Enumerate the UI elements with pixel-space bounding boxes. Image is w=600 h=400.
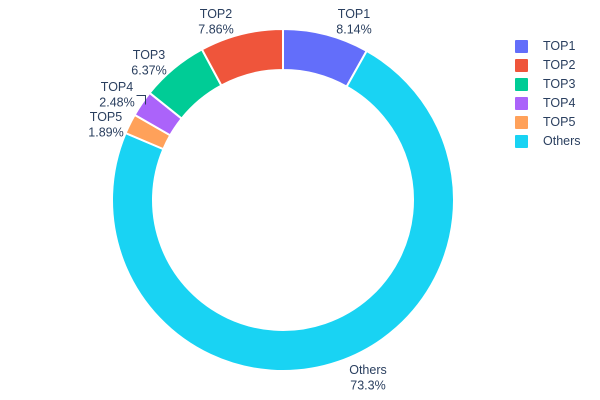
legend-label: TOP4 — [543, 96, 576, 110]
svg-text:TOP4: TOP4 — [101, 80, 133, 94]
legend-label: TOP1 — [543, 39, 576, 53]
legend-item-top5[interactable]: TOP5 — [515, 116, 581, 129]
legend: TOP1 TOP2 TOP3 TOP4 TOP5 Others — [515, 40, 581, 148]
svg-text:TOP2: TOP2 — [200, 7, 232, 21]
slice-label-top3: TOP3 6.37% — [131, 48, 166, 78]
slice-label-top2: TOP2 7.86% — [198, 7, 233, 37]
svg-text:TOP5: TOP5 — [90, 110, 122, 124]
legend-item-top2[interactable]: TOP2 — [515, 59, 581, 72]
legend-swatch-top2 — [515, 59, 528, 72]
legend-swatch-others — [515, 135, 528, 148]
legend-label: TOP2 — [543, 58, 576, 72]
svg-text:73.3%: 73.3% — [350, 379, 385, 393]
legend-item-top1[interactable]: TOP1 — [515, 40, 581, 53]
svg-text:6.37%: 6.37% — [131, 64, 166, 78]
legend-label: Others — [543, 134, 581, 148]
pie-slice-others[interactable] — [111, 49, 455, 372]
svg-text:Others: Others — [349, 363, 387, 377]
slice-label-others: Others 73.3% — [349, 363, 387, 393]
legend-swatch-top5 — [515, 116, 528, 129]
svg-text:7.86%: 7.86% — [198, 23, 233, 37]
label-leader-line-top4 — [136, 95, 146, 105]
pie-slice-top2[interactable] — [200, 28, 284, 87]
slice-label-top1: TOP1 8.14% — [336, 7, 371, 37]
svg-text:TOP3: TOP3 — [133, 48, 165, 62]
slice-label-top5: TOP5 1.89% — [88, 110, 123, 140]
legend-swatch-top3 — [515, 78, 528, 91]
legend-item-others[interactable]: Others — [515, 135, 581, 148]
legend-label: TOP3 — [543, 77, 576, 91]
svg-text:8.14%: 8.14% — [336, 23, 371, 37]
legend-item-top4[interactable]: TOP4 — [515, 97, 581, 110]
legend-swatch-top1 — [515, 40, 528, 53]
legend-label: TOP5 — [543, 115, 576, 129]
svg-text:1.89%: 1.89% — [88, 126, 123, 140]
svg-text:2.48%: 2.48% — [99, 96, 134, 110]
legend-swatch-top4 — [515, 97, 528, 110]
slice-label-top4: TOP4 2.48% — [99, 80, 134, 110]
legend-item-top3[interactable]: TOP3 — [515, 78, 581, 91]
svg-text:TOP1: TOP1 — [338, 7, 370, 21]
